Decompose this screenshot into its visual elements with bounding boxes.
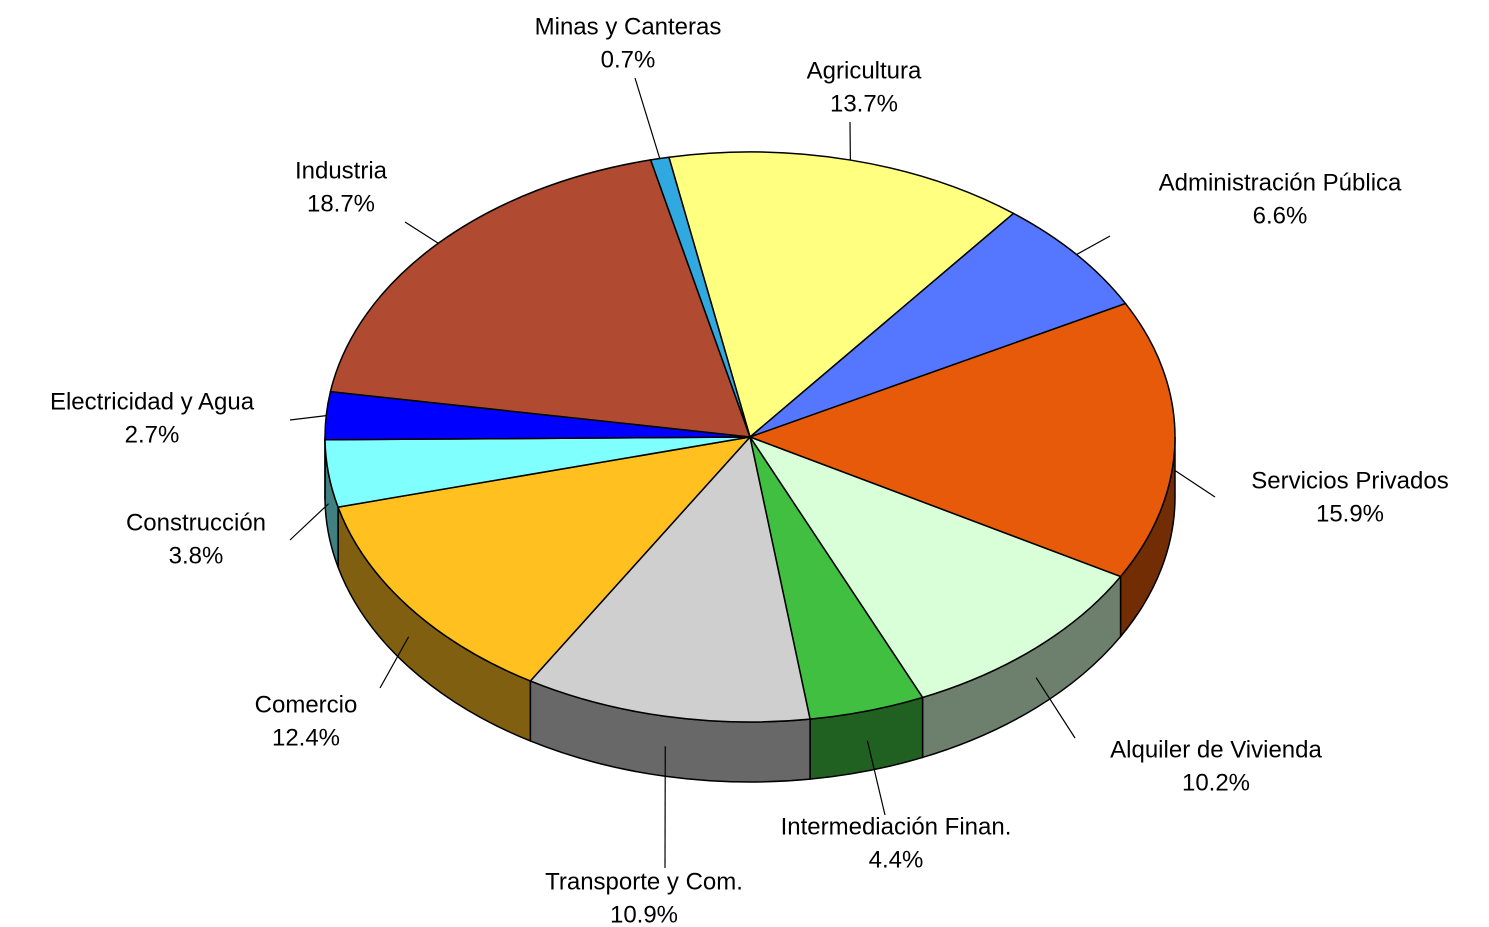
leader-line [1076,235,1111,256]
slice-value-label: 10.2% [1182,769,1250,796]
slice-tops [324,151,1176,723]
slice-value-label: 4.4% [869,846,924,873]
slice-label: Servicios Privados [1251,467,1448,494]
leader-line [379,636,410,689]
leader-line [634,77,661,159]
slice-value-label: 2.7% [125,421,180,448]
slice-label: Intermediación Finan. [781,813,1012,840]
slice-label: Transporte y Com. [545,868,743,895]
slice [667,151,1015,439]
slice-label: Administración Pública [1159,169,1402,196]
slice-value-label: 12.4% [272,724,340,751]
slice-value-label: 0.7% [601,46,656,73]
slice-sides [324,436,1176,783]
slice-label: Construcción [126,509,266,536]
slice [329,159,752,438]
leader-line [289,415,327,421]
slice-value-label: 3.8% [169,542,224,569]
slice [337,435,753,682]
slice-label: Minas y Canteras [535,13,722,40]
slice [749,212,1127,438]
slice-value-label: 10.9% [610,901,678,927]
slice-label: Agricultura [807,57,922,84]
slice-label: Alquiler de Vivienda [1110,736,1322,763]
leader-line [1174,469,1216,498]
slice [748,435,1122,699]
leader-line [1035,677,1076,739]
leader-line [404,221,439,244]
slice [529,435,811,723]
slice-label: Industria [295,157,388,184]
slice-value-label: 18.7% [307,190,375,217]
leader-line [866,740,886,816]
slice-label: Electricidad y Agua [50,388,255,415]
leader-line [289,503,329,541]
slice-label: Comercio [255,691,358,718]
slice-value-label: 15.9% [1316,500,1384,527]
slice-value-label: 6.6% [1253,202,1308,229]
slice [747,302,1176,578]
slice-value-label: 13.7% [830,90,898,117]
